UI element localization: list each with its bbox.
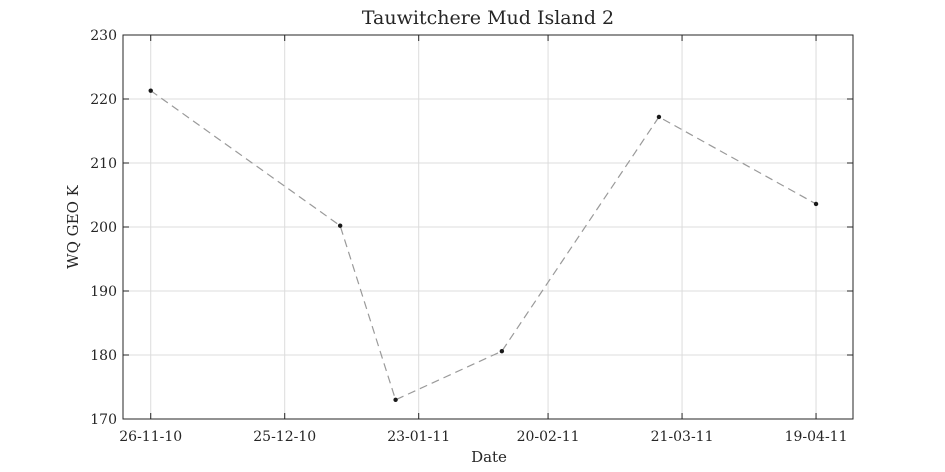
y-tick-labels: 170 180 190 200 210 220 230 [90, 28, 117, 428]
y-axis-label: WQ GEO K [64, 184, 82, 268]
tick-marks [123, 34, 853, 420]
x-tick-label: 26-11-10 [119, 429, 182, 445]
data-point [393, 397, 398, 402]
x-tick-label: 19-04-11 [785, 429, 848, 445]
data-point [813, 201, 819, 207]
x-tick-label: 21-03-11 [651, 429, 714, 445]
series-line [150, 90, 817, 401]
y-tick-label: 190 [90, 284, 117, 300]
x-tick-label: 20-02-11 [517, 429, 580, 445]
y-tick-label: 230 [90, 28, 117, 44]
y-tick-label: 210 [90, 156, 117, 172]
y-tick-label: 200 [90, 220, 117, 236]
data-point [656, 114, 662, 120]
data-point [337, 223, 343, 228]
x-tick-label: 23-01-11 [387, 429, 450, 445]
x-tick-label: 25-12-10 [253, 429, 316, 445]
grid-lines [123, 34, 853, 420]
data-point [148, 88, 153, 93]
x-axis-label: Date [471, 448, 507, 466]
chart-title: Tauwitchere Mud Island 2 [362, 7, 614, 29]
data-points [148, 88, 819, 402]
data-point [499, 348, 505, 354]
y-tick-label: 170 [90, 412, 117, 428]
y-tick-label: 180 [90, 348, 117, 364]
y-tick-label: 220 [90, 92, 117, 108]
x-tick-labels: 26-11-10 25-12-10 23-01-11 20-02-11 21-03-11… [119, 429, 847, 445]
